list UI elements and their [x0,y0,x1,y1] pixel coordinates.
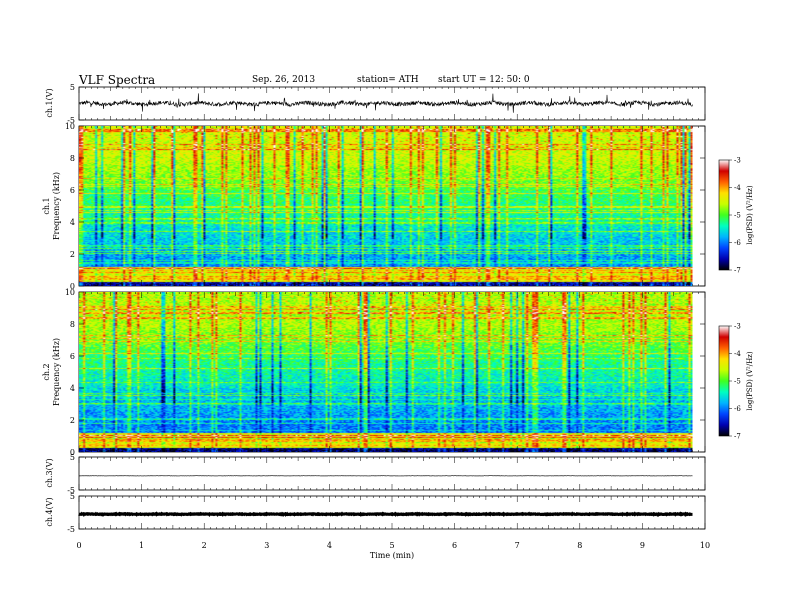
colorbar-tick-label: -3 [734,157,741,165]
y-tick-label: 8 [70,154,75,163]
y-tick-label: 6 [70,352,75,361]
y-tick-label: -5 [67,525,75,534]
ch4-ylabel: ch.4(V) [45,497,54,526]
colorbar-tick-label: -4 [734,184,741,192]
x-tick-label: 2 [202,541,207,550]
y-tick-label: 4 [70,218,75,227]
colorbar-tick-label: -5 [734,212,741,220]
x-tick-label: 7 [515,541,520,550]
ch1-colorbar-label: log(PSD) (V²/Hz) [746,185,754,244]
y-tick-label: 8 [70,320,75,329]
ch2-frequency-label: Frequency (kHz) [52,338,61,406]
colorbar-tick-label: -7 [734,267,741,275]
x-tick-label: 0 [76,541,81,550]
x-tick-label: 3 [264,541,269,550]
ch1-waveform [79,93,693,113]
ch4-waveform [78,511,693,518]
ch2-side-label: ch.2 [42,363,51,380]
ch1-side-label: ch.1 [42,197,51,214]
ch1-colorbar [718,159,730,271]
ch2-colorbar-label: log(PSD) (V²/Hz) [746,351,754,410]
y-tick-label: 10 [65,122,75,131]
x-tick-label: 8 [577,541,582,550]
x-tick-label: 1 [139,541,144,550]
y-tick-label: 4 [70,384,75,393]
y-tick-label: 2 [70,416,75,425]
y-tick-label: 0 [70,448,75,457]
ch3-ylabel: ch.3(V) [45,458,54,487]
y-tick-label: 5 [70,83,75,92]
x-axis-label: Time (min) [370,551,414,560]
ch2-spectrogram [79,292,693,452]
ch2-colorbar [718,325,730,437]
y-tick-label: 2 [70,250,75,259]
x-tick-label: 6 [452,541,457,550]
ch1-frequency-label: Frequency (kHz) [52,172,61,240]
y-tick-label: -5 [67,116,75,125]
colorbar-tick-label: -4 [734,350,741,358]
x-tick-label: 9 [640,541,645,550]
colorbar-tick-label: -5 [734,378,741,386]
y-tick-label: 10 [65,288,75,297]
x-tick-label: 4 [327,541,332,550]
y-tick-label: 5 [70,453,75,462]
x-tick-label: 5 [389,541,394,550]
y-tick-label: 6 [70,186,75,195]
colorbar-tick-label: -6 [734,239,741,247]
figure-title: VLF Spectra [78,73,155,87]
date-label: Sep. 26, 2013 [252,75,315,85]
y-tick-label: 5 [70,492,75,501]
x-tick-label: 10 [700,541,710,550]
ch1-ylabel: ch.1(V) [45,88,54,117]
start-time-label: start UT = 12: 50: 0 [438,75,530,85]
station-label: station= ATH [357,75,419,85]
y-tick-label: -5 [67,486,75,495]
y-tick-label: 0 [70,282,75,291]
colorbar-tick-label: -3 [734,323,741,331]
colorbar-tick-label: -6 [734,405,741,413]
colorbar-tick-label: -7 [734,433,741,441]
ch1-spectrogram [79,126,693,286]
